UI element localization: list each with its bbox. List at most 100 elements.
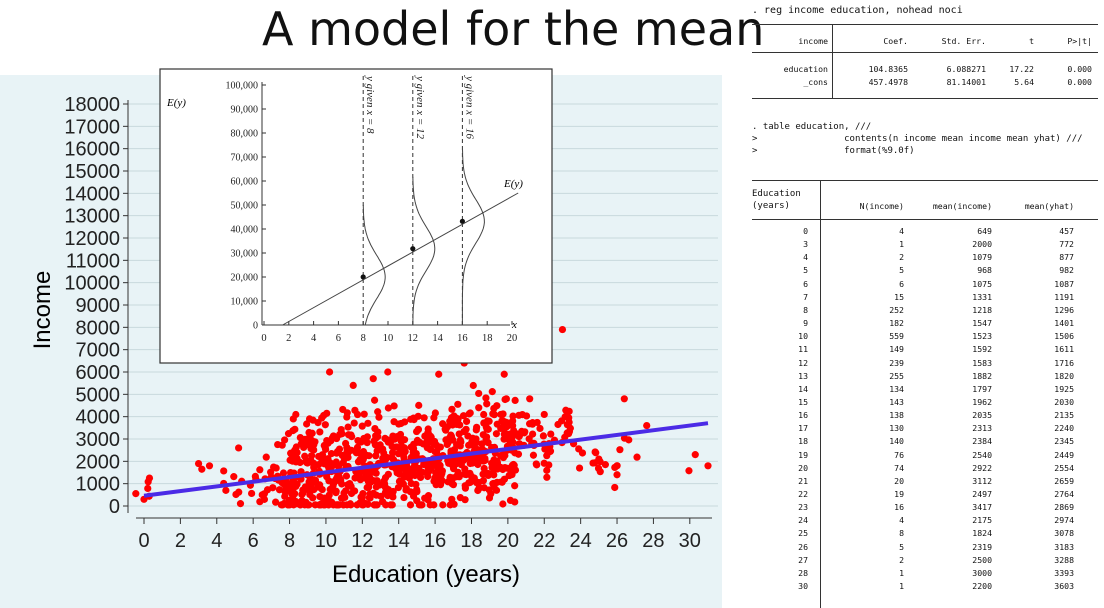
data-point [620, 395, 628, 403]
table-row-value: 1547 [972, 318, 992, 329]
table-row-value: 3288 [1054, 554, 1074, 565]
table-row-education: 4 [803, 252, 808, 263]
reg-value: 17.22 [1009, 64, 1034, 74]
data-point [394, 450, 403, 458]
data-point [369, 489, 378, 497]
data-point [466, 409, 474, 417]
data-point [410, 463, 419, 472]
reg-value: 81.14001 [946, 77, 986, 87]
data-point [479, 477, 487, 485]
data-point [565, 427, 574, 436]
x-tick-label: 24 [570, 530, 592, 552]
data-point [346, 479, 354, 488]
data-point [427, 445, 435, 453]
table-row-value: 2000 [972, 239, 992, 250]
data-point [289, 452, 297, 460]
table-row-value: 2319 [972, 541, 992, 552]
table-row-value: 1506 [1054, 331, 1074, 342]
data-point [351, 487, 359, 495]
data-point [333, 447, 342, 456]
data-point [198, 465, 206, 473]
data-point [643, 421, 651, 430]
reg-top-rule [752, 24, 1098, 25]
reg-header-cell: t [1029, 36, 1034, 46]
inset-x-axis-label: x [511, 319, 517, 331]
data-point [480, 410, 488, 419]
data-point [459, 412, 468, 420]
table-row-value: 2313 [972, 423, 992, 434]
table-row-value: 6 [899, 278, 904, 289]
table-row-value: 2449 [1054, 449, 1074, 460]
table-row-value: 2554 [1054, 462, 1074, 473]
table-row-value: 1 [899, 239, 904, 250]
data-point [415, 501, 424, 509]
data-point [439, 501, 447, 509]
inset-x-tick-label: 8 [361, 333, 366, 344]
y-tick-label: 0 [109, 496, 120, 518]
y-tick-label: 13000 [64, 206, 120, 228]
table-row-education: 16 [798, 410, 808, 421]
data-point [484, 471, 492, 480]
data-point [323, 409, 331, 417]
data-point [283, 484, 291, 492]
inset-density-curve [412, 176, 436, 325]
data-point [435, 370, 443, 378]
data-point [613, 471, 621, 479]
data-point [289, 427, 297, 435]
data-point [351, 406, 359, 414]
data-point [132, 490, 140, 498]
table-row-value: 1296 [1054, 304, 1074, 315]
table-row-value: 1824 [972, 528, 992, 539]
table-row-value: 2922 [972, 462, 992, 473]
table-command-line: > contents(n income mean income mean yha… [752, 134, 1083, 144]
data-point [318, 414, 326, 422]
data-point [392, 465, 400, 473]
data-point [370, 396, 379, 404]
data-point [248, 489, 256, 498]
x-tick-label: 10 [315, 530, 337, 552]
table-command-line: . table education, /// [752, 122, 872, 132]
data-point [361, 451, 370, 460]
data-point [406, 501, 415, 509]
data-point [611, 463, 619, 472]
data-point [272, 498, 280, 506]
x-axis: 0 2 4 6 8 10 12 14 16 18 20 22 24 26 28 30 [136, 517, 712, 552]
data-point [353, 501, 361, 509]
inset-distribution-label: y given x = 16 [463, 75, 475, 140]
table-row-education: 9 [803, 318, 808, 329]
table-row-value: 1820 [1054, 370, 1074, 381]
table-row-value: 143 [889, 396, 904, 407]
table-row-education: 8 [803, 304, 808, 315]
table-row-value: 15 [894, 291, 904, 302]
inset-y-tick-label: 30,000 [231, 249, 259, 260]
table-row-value: 1075 [972, 278, 992, 289]
inset-density-curve [461, 149, 485, 325]
inset-mean-point [459, 218, 465, 224]
data-point [591, 448, 599, 456]
data-point [497, 451, 505, 460]
data-point [236, 500, 245, 508]
data-point [360, 410, 368, 418]
data-point [461, 496, 469, 504]
data-point [343, 413, 351, 421]
data-point [498, 478, 506, 486]
data-point [372, 477, 380, 485]
data-point [405, 474, 413, 482]
y-tick-label: 1000 [76, 474, 121, 496]
data-point [533, 418, 541, 427]
data-point [533, 461, 541, 469]
data-point [145, 474, 154, 482]
data-point [364, 419, 372, 427]
data-point [230, 473, 238, 481]
table-row-value: 982 [1059, 265, 1074, 276]
table-row-value: 2974 [1054, 515, 1074, 526]
data-point [256, 466, 264, 474]
table-header-cell: mean(income) [932, 201, 992, 211]
reg-value: 104.8365 [868, 64, 908, 74]
data-point [316, 481, 324, 489]
y-tick-label: 5000 [76, 384, 121, 406]
data-point [258, 491, 266, 499]
table-row-education: 12 [798, 357, 808, 368]
y-tick-label: 8000 [76, 317, 121, 339]
data-point [430, 414, 438, 422]
